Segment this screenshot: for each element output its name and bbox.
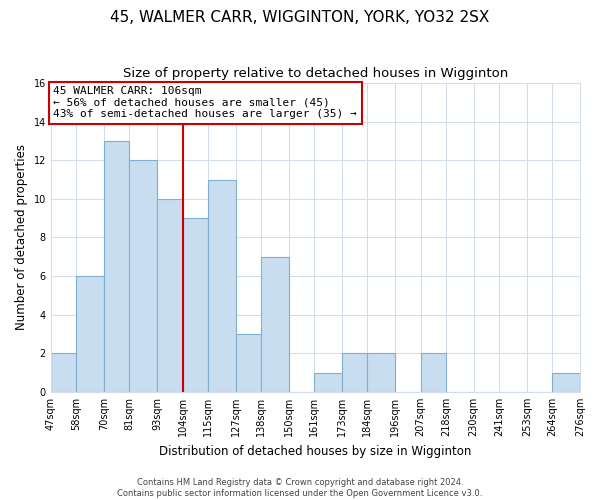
Bar (51, 354, 76, 392)
Bar (421, 354, 446, 392)
Bar (261, 257, 289, 392)
Bar (130, 160, 157, 392)
Bar (236, 334, 261, 392)
Title: Size of property relative to detached houses in Wigginton: Size of property relative to detached ho… (123, 68, 508, 80)
X-axis label: Distribution of detached houses by size in Wigginton: Distribution of detached houses by size … (159, 444, 472, 458)
Bar (314, 372, 342, 392)
Text: Contains HM Land Registry data © Crown copyright and database right 2024.
Contai: Contains HM Land Registry data © Crown c… (118, 478, 482, 498)
Bar (367, 354, 395, 392)
Y-axis label: Number of detached properties: Number of detached properties (15, 144, 28, 330)
Bar (208, 180, 236, 392)
Bar (157, 199, 182, 392)
Bar (76, 276, 104, 392)
Bar (104, 141, 130, 392)
Bar (552, 372, 580, 392)
Bar (342, 354, 367, 392)
Text: 45, WALMER CARR, WIGGINTON, YORK, YO32 2SX: 45, WALMER CARR, WIGGINTON, YORK, YO32 2… (110, 10, 490, 25)
Bar (182, 218, 208, 392)
Text: 45 WALMER CARR: 106sqm
← 56% of detached houses are smaller (45)
43% of semi-det: 45 WALMER CARR: 106sqm ← 56% of detached… (53, 86, 357, 120)
